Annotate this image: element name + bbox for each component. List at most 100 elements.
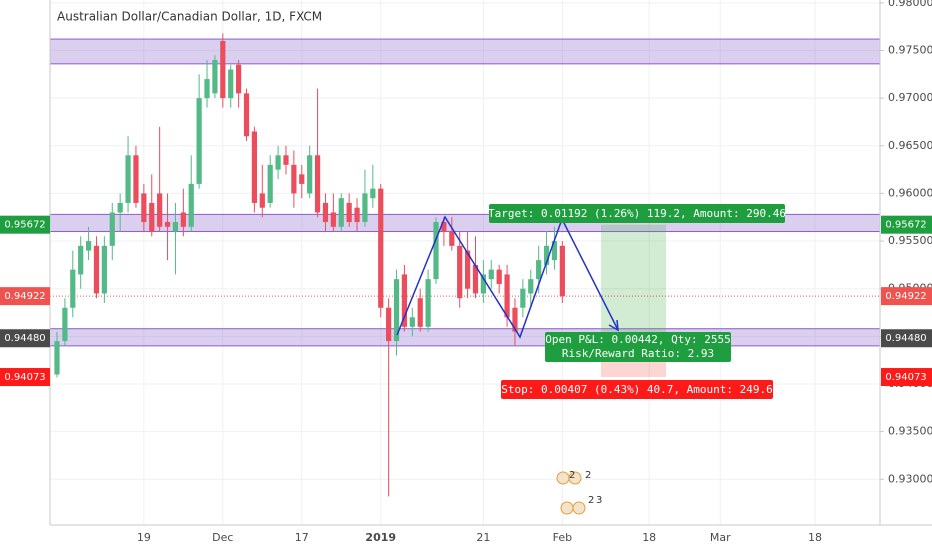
candle-body xyxy=(109,212,115,246)
candle-body xyxy=(101,245,107,294)
candle-body xyxy=(433,222,439,280)
price-tag-label: 0.94073 xyxy=(885,372,926,383)
candle-body xyxy=(117,202,123,213)
target-box xyxy=(489,204,785,223)
price-tag xyxy=(0,215,50,234)
candle-body xyxy=(496,269,502,284)
y-tick-label: 0.93000 xyxy=(888,472,932,485)
candle-body xyxy=(228,69,234,99)
candle-body xyxy=(283,155,289,165)
candle-body xyxy=(386,307,392,342)
y-tick-label: 0.96500 xyxy=(888,139,932,152)
candle-body xyxy=(370,188,376,199)
candle-body xyxy=(559,245,565,297)
candle-body xyxy=(299,174,305,184)
zone xyxy=(49,38,881,65)
candle-body xyxy=(307,155,313,194)
candle-body xyxy=(196,98,202,184)
candle-body xyxy=(243,93,250,137)
candle-body xyxy=(488,269,494,280)
x-tick-label: 19 xyxy=(137,531,151,544)
x-tick-label: Mar xyxy=(710,531,731,544)
candle-body xyxy=(267,164,273,203)
candle-body xyxy=(551,241,558,261)
candle-body xyxy=(70,269,76,308)
pnl-box xyxy=(545,332,731,362)
profit-area xyxy=(601,224,666,339)
y-tick-label: 0.93500 xyxy=(888,425,932,438)
candle-body xyxy=(401,274,408,327)
candle-body xyxy=(291,164,297,194)
zones xyxy=(49,38,881,347)
candle-body xyxy=(536,260,542,280)
candle-body xyxy=(425,279,431,327)
candle-body xyxy=(164,222,171,227)
candle-body xyxy=(441,222,447,232)
stop-label: Stop: 0.00407 (0.43%) 40.7, Amount: 249.… xyxy=(501,383,773,396)
arrow-head xyxy=(608,319,619,332)
candle-body xyxy=(457,245,463,299)
event-count: 2 xyxy=(585,470,591,481)
price-tag xyxy=(881,287,932,306)
price-tag-label: 0.94922 xyxy=(4,291,45,302)
price-tag-label: 0.94922 xyxy=(885,291,926,302)
x-tick-label: 18 xyxy=(808,531,822,544)
candle-body xyxy=(322,202,329,223)
event-icon xyxy=(560,501,574,515)
candle-body xyxy=(78,245,84,275)
price-tag xyxy=(0,368,50,387)
candle-body xyxy=(528,279,534,294)
event-icon xyxy=(568,471,582,485)
candle-body xyxy=(354,207,360,223)
candle-body xyxy=(172,222,179,232)
candle-body xyxy=(512,307,518,332)
x-tick-label: Feb xyxy=(553,531,572,544)
candle-body xyxy=(393,279,400,342)
event-count: 3 xyxy=(596,495,602,506)
zigzag-drawing xyxy=(396,215,619,339)
candle-body xyxy=(125,155,131,203)
candle-body xyxy=(480,274,486,294)
candle-body xyxy=(85,241,92,251)
candle-body xyxy=(212,60,218,94)
zone xyxy=(49,328,881,347)
y-tick-label: 0.96000 xyxy=(888,186,932,199)
candle-body xyxy=(409,317,415,327)
price-tag xyxy=(881,329,932,348)
x-tick-label: 21 xyxy=(476,531,490,544)
event-icon xyxy=(556,471,570,485)
candle-body xyxy=(346,202,352,223)
x-tick-label: 17 xyxy=(295,531,309,544)
candle-body xyxy=(417,298,423,327)
candle-body xyxy=(275,155,281,170)
candle-body xyxy=(133,155,139,203)
price-tag-label: 0.94073 xyxy=(4,372,45,383)
y-tick-label: 0.95500 xyxy=(888,234,932,247)
candle-body xyxy=(149,202,155,232)
y-tick-label: 0.97000 xyxy=(888,91,932,104)
price-tag-label: 0.94480 xyxy=(4,333,45,344)
candle-body xyxy=(472,264,479,294)
candle-body xyxy=(449,231,455,246)
candle-body xyxy=(180,212,186,227)
candle-body xyxy=(220,40,226,99)
candle-body xyxy=(251,131,257,203)
price-tag xyxy=(0,287,50,306)
chart-title: Australian Dollar/Canadian Dollar, 1D, F… xyxy=(57,10,322,24)
candle-body xyxy=(188,183,194,227)
candle-body xyxy=(54,341,60,375)
candle-body xyxy=(504,274,510,318)
event-icon xyxy=(572,501,586,515)
y-tick-label: 0.97500 xyxy=(888,43,932,56)
candle-body xyxy=(236,64,242,94)
ratio-label: Risk/Reward Ratio: 2.93 xyxy=(562,347,714,360)
stop-box xyxy=(501,380,773,399)
candle-body xyxy=(259,193,265,208)
price-tag xyxy=(881,215,932,234)
x-tick-label: Dec xyxy=(212,531,233,544)
price-tag-label: 0.95672 xyxy=(885,220,926,231)
candle-body xyxy=(204,79,210,99)
position-labels: Target: 0.01192 (1.26%) 119.2, Amount: 2… xyxy=(488,204,786,399)
candle-body xyxy=(141,193,147,223)
